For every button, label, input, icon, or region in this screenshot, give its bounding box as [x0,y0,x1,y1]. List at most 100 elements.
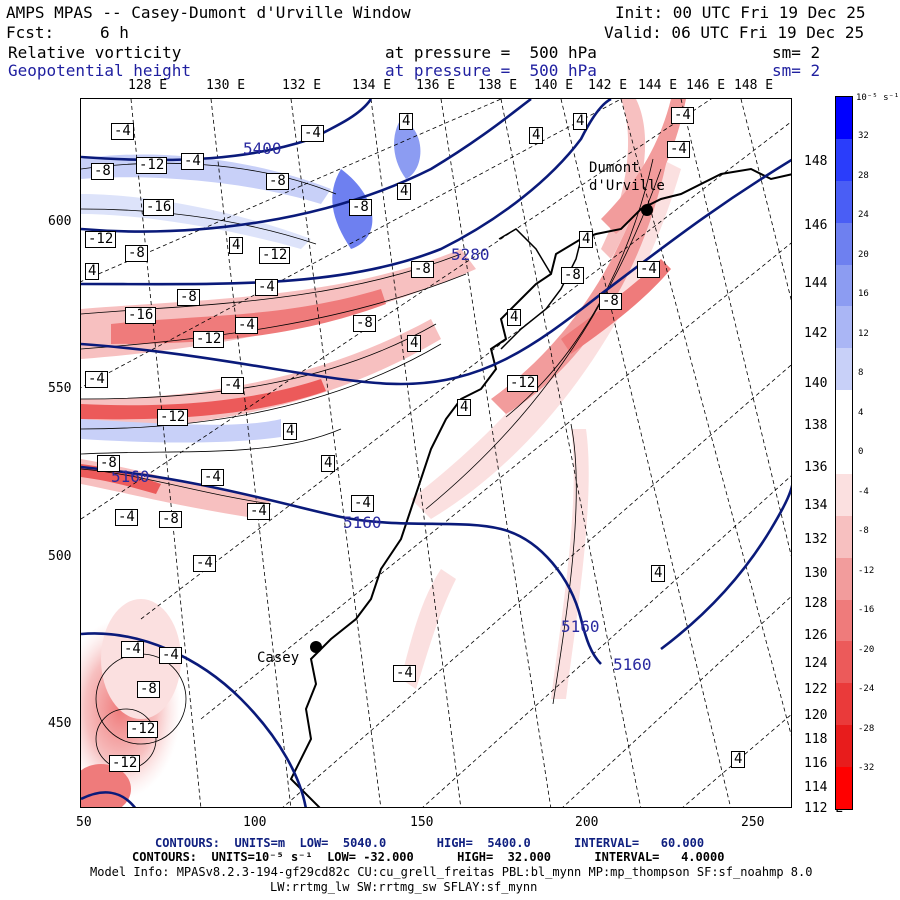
vorticity-label: -4 [235,317,258,334]
colorbar-tick-label: 20 [858,249,869,260]
vorticity-label: -12 [136,157,168,174]
y-tick: 550 [48,381,72,396]
vorticity-label: -4 [667,141,690,158]
vorticity-label: -8 [125,245,148,262]
vorticity-label: -4 [221,377,244,394]
right-lon-label: 118 E [804,732,844,747]
top-lon-label: 134 E [352,78,392,93]
height-contour-5160 [81,465,602,665]
vorticity-label: -4 [637,261,660,278]
vorticity-label: 4 [399,113,414,130]
colorbar-tick-label: -8 [858,526,869,536]
colorbar-segment [836,473,852,517]
vorticity-label: 4 [529,127,544,144]
colorbar-tick-label: 0 [858,447,864,457]
graticule [81,99,791,807]
vorticity-label: 4 [229,237,244,254]
x-tick: 200 [575,815,599,830]
right-lon-label: 144 E [804,276,844,291]
right-lon-label: 148 E [804,154,844,169]
dumont-durville-marker [641,204,653,216]
fcst-label: Fcst: [6,23,55,42]
right-lon-label: 142 E [804,326,844,341]
top-lon-label: 136 E [416,78,456,93]
right-lon-label: 134 E [804,498,844,513]
top-lon-label: 140 E [534,78,574,93]
right-lon-label: 130 E [804,566,844,581]
casey-marker [310,641,322,653]
vorticity-label: -12 [127,721,159,738]
colorbar-segment [836,264,852,307]
vorticity-label: -4 [201,469,224,486]
vorticity-label: -4 [159,647,182,664]
colorbar-segment [836,641,852,684]
vorticity-label: -8 [561,267,584,284]
ice-shelf-edge [498,228,582,350]
height-contour-5040 [81,791,136,807]
height-contour-5340 [81,99,532,233]
vorticity-label: -4 [671,107,694,124]
x-tick: 250 [741,815,765,830]
vorticity-label: 4 [457,399,472,416]
valid-time: Valid: 06 UTC Fri 19 Dec 25 [604,23,865,42]
vorticity-label: -4 [181,153,204,170]
vorticity-label: -8 [599,293,622,310]
height-label: 5280 [451,245,490,264]
colorbar-tick-label: 8 [858,368,864,378]
colorbar-tick-label: -12 [858,565,875,576]
vorticity-label: -4 [301,125,324,142]
y-tick: 600 [48,214,72,229]
map-plot: 5400 5280 5160 5160 5160 5160 5160 -4 -4… [80,98,792,808]
right-lon-label: 126 E [804,628,844,643]
vorticity-label: -8 [91,163,114,180]
colorbar-tick-label: -20 [858,644,875,655]
vorticity-label: 4 [507,309,522,326]
field1-name: Relative vorticity [8,43,182,62]
colorbar-segment [836,138,852,182]
colorbar-segment [836,306,852,349]
footer-physics-info: LW:rrtmg_lw SW:rrtmg_sw SFLAY:sf_mynn [270,880,538,894]
colorbar-title: 10⁻⁵ s⁻¹ [856,93,900,103]
right-lon-label: 138 E [804,418,844,433]
height-contour-5220 [81,158,791,386]
colorbar-segment [836,222,852,266]
right-lon-label: 128 E [804,596,844,611]
footer-vorticity-info: CONTOURS: UNITS=10⁻⁵ s⁻¹ LOW= -32.000 HI… [132,850,725,864]
height-contour-5100 [81,632,307,807]
colorbar-segment [836,767,852,810]
height-label: 5160 [561,617,600,636]
init-time: Init: 00 UTC Fri 19 Dec 25 [615,3,866,22]
vorticity-label: -8 [159,511,182,528]
colorbar-tick-label: 24 [858,210,869,220]
height-contour-5160-east [660,484,791,651]
x-tick: 50 [76,815,92,830]
top-lon-label: 148 E [734,78,774,93]
vorticity-shading [81,99,686,807]
field2-level: at pressure = 500 hPa [385,61,597,80]
vorticity-label: 4 [651,565,666,582]
colorbar-segment [836,515,852,559]
casey-label: Casey [257,650,300,666]
colorbar-tick-label: -4 [858,486,869,497]
top-lon-label: 146 E [686,78,726,93]
height-contours [81,99,791,807]
fcst-value: 6 h [100,23,129,42]
chart-title: AMPS MPAS -- Casey-Dumont d'Urville Wind… [6,3,411,22]
field1-sm: sm= 2 [772,43,821,62]
right-lon-label: 116 E [804,756,844,771]
colorbar-segment [836,180,852,224]
vorticity-label: -12 [109,755,141,772]
colorbar-tick-label: 28 [858,170,869,181]
vorticity-label: -8 [266,173,289,190]
colorbar-segment [836,725,852,768]
field2-sm: sm= 2 [772,61,821,80]
colorbar-tick-label: 4 [858,407,864,418]
vorticity-label: -4 [255,279,278,296]
vorticity-label: 4 [573,113,588,130]
vorticity-label: -4 [85,371,108,388]
vorticity-label: -4 [115,509,138,526]
footer-height-info: CONTOURS: UNITS=m LOW= 5040.0 HIGH= 5400… [155,836,705,850]
vorticity-label: -16 [125,307,157,324]
top-lon-label: 142 E [588,78,628,93]
top-lon-label: 130 E [206,78,246,93]
